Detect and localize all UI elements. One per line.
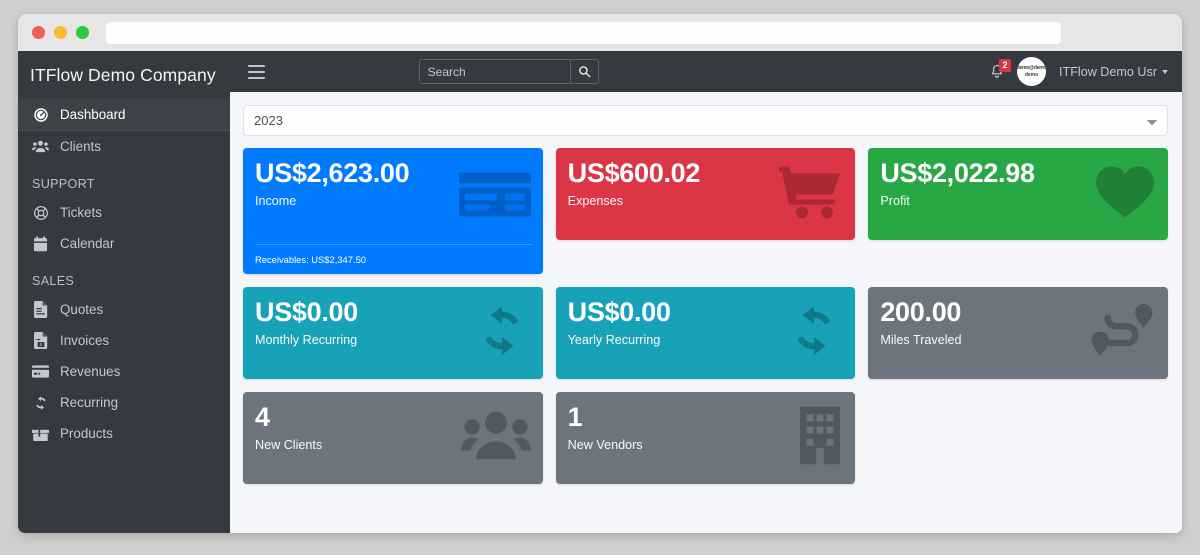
- user-menu[interactable]: ITFlow Demo Usr: [1059, 65, 1168, 79]
- notification-badge: 2: [999, 59, 1012, 72]
- window-controls: [32, 26, 89, 39]
- stat-label: Miles Traveled: [880, 332, 962, 347]
- search-input[interactable]: [419, 60, 570, 83]
- browser-window: ITFlow Demo Company Dashboard: [18, 14, 1182, 533]
- sidebar-section-sales: SALES: [32, 274, 75, 288]
- sidebar-item-label: Calendar: [60, 236, 115, 251]
- stat-label: Expenses: [567, 193, 623, 208]
- sidebar-item-quotes[interactable]: Quotes: [24, 294, 224, 325]
- stat-value: US$0.00: [255, 297, 358, 327]
- stat-value: 4: [255, 402, 270, 432]
- sidebar: ITFlow Demo Company Dashboard: [18, 51, 230, 533]
- top-navbar: 2 demo@demo demo ITFlow Demo Usr: [230, 51, 1182, 92]
- stat-footer: Receivables: US$2,347.50: [255, 244, 531, 265]
- sidebar-item-invoices[interactable]: $ Invoices: [24, 325, 224, 356]
- maximize-window-button[interactable]: [76, 26, 89, 39]
- stat-card-monthly-recurring[interactable]: US$0.00 Monthly Recurring: [243, 287, 543, 379]
- stat-card-profit[interactable]: US$2,022.98 Profit: [868, 148, 1169, 240]
- stat-value: US$2,022.98: [880, 158, 1035, 188]
- stat-label: Yearly Recurring: [567, 332, 661, 347]
- avatar[interactable]: demo@demo demo: [1017, 57, 1047, 86]
- app-viewport: ITFlow Demo Company Dashboard: [18, 51, 1182, 533]
- stat-card-row: US$0.00 Monthly Recurring: [243, 287, 1169, 379]
- stat-value: 1: [567, 402, 583, 432]
- life-ring-icon: [32, 204, 49, 221]
- sidebar-item-label: Quotes: [60, 302, 104, 317]
- sidebar-item-label: Invoices: [60, 333, 110, 348]
- user-menu-label: ITFlow Demo Usr: [1059, 64, 1157, 79]
- sidebar-item-label: Revenues: [60, 364, 121, 379]
- svg-text:$: $: [39, 342, 42, 348]
- topnav-right: 2 demo@demo demo ITFlow Demo Usr: [990, 57, 1168, 86]
- stat-label: Income: [255, 193, 297, 208]
- stat-card-row: US$2,623.00 Income Receivables: US$2,347…: [243, 148, 1169, 274]
- box-icon: [32, 425, 49, 442]
- sidebar-item-clients[interactable]: Clients: [24, 131, 224, 162]
- search-box: [418, 59, 599, 84]
- url-input[interactable]: [106, 21, 1061, 44]
- stat-value: US$600.02: [567, 158, 701, 188]
- search-button[interactable]: [569, 60, 598, 83]
- stat-label: Monthly Recurring: [255, 332, 358, 347]
- browser-titlebar: [18, 14, 1182, 51]
- sidebar-item-label: Recurring: [60, 395, 119, 410]
- sidebar-item-label: Clients: [60, 139, 101, 154]
- avatar-line-2: demo: [1024, 71, 1039, 78]
- stat-label: New Clients: [255, 437, 323, 452]
- stat-card-miles-traveled[interactable]: 200.00 Miles Traveled: [868, 287, 1169, 379]
- sync-icon: [32, 394, 49, 411]
- sidebar-item-revenues[interactable]: Revenues: [24, 356, 224, 387]
- stat-cards: US$2,623.00 Income Receivables: US$2,347…: [243, 148, 1169, 484]
- stat-card-expenses[interactable]: US$600.02 Expenses: [555, 148, 856, 240]
- gauge-icon: [32, 106, 49, 123]
- dashboard-main: 202320222021 US$2,623.00 Income Receivab…: [230, 92, 1182, 533]
- notifications-button[interactable]: 2: [990, 59, 1012, 79]
- empty-slot: [868, 392, 1168, 484]
- stat-value: 200.00: [880, 297, 962, 327]
- stat-card-row: 4 New Clients: [243, 392, 1168, 484]
- close-window-button[interactable]: [32, 26, 45, 39]
- stat-value: US$2,623.00: [255, 158, 410, 188]
- sidebar-item-recurring[interactable]: Recurring: [24, 387, 224, 418]
- sidebar-item-products[interactable]: Products: [24, 418, 224, 449]
- sidebar-item-label: Tickets: [60, 205, 102, 220]
- file-invoice-icon: [32, 301, 49, 318]
- calendar-icon: [32, 235, 49, 252]
- sidebar-item-label: Products: [60, 426, 113, 441]
- avatar-line-1: demo@demo: [1017, 65, 1047, 72]
- stat-card-income[interactable]: US$2,623.00 Income Receivables: US$2,347…: [243, 148, 543, 274]
- sidebar-item-calendar[interactable]: Calendar: [24, 228, 224, 259]
- sidebar-brand[interactable]: ITFlow Demo Company: [30, 65, 216, 85]
- sidebar-nav: Dashboard Clients: [18, 99, 230, 449]
- users-icon: [32, 138, 49, 155]
- stat-card-yearly-recurring[interactable]: US$0.00 Yearly Recurring: [555, 287, 856, 379]
- stat-label: Profit: [880, 193, 910, 208]
- stat-value: US$0.00: [567, 297, 671, 327]
- file-invoice-dollar-icon: $: [32, 332, 49, 349]
- stat-card-new-vendors[interactable]: 1 New Vendors: [555, 392, 856, 484]
- chevron-down-icon: [1161, 69, 1168, 74]
- sidebar-section-support: SUPPORT: [32, 177, 95, 191]
- minimize-window-button[interactable]: [54, 26, 67, 39]
- year-filter-select[interactable]: 202320222021: [243, 105, 1168, 136]
- hamburger-icon[interactable]: [248, 64, 265, 79]
- sidebar-item-label: Dashboard: [60, 107, 126, 122]
- stat-label: New Vendors: [567, 437, 643, 452]
- content-area: 2 demo@demo demo ITFlow Demo Usr 2023202…: [230, 51, 1182, 533]
- sidebar-item-dashboard[interactable]: Dashboard: [18, 99, 230, 131]
- stat-card-new-clients[interactable]: 4 New Clients: [243, 392, 543, 484]
- sidebar-item-tickets[interactable]: Tickets: [24, 197, 224, 228]
- credit-card-icon: [32, 363, 49, 380]
